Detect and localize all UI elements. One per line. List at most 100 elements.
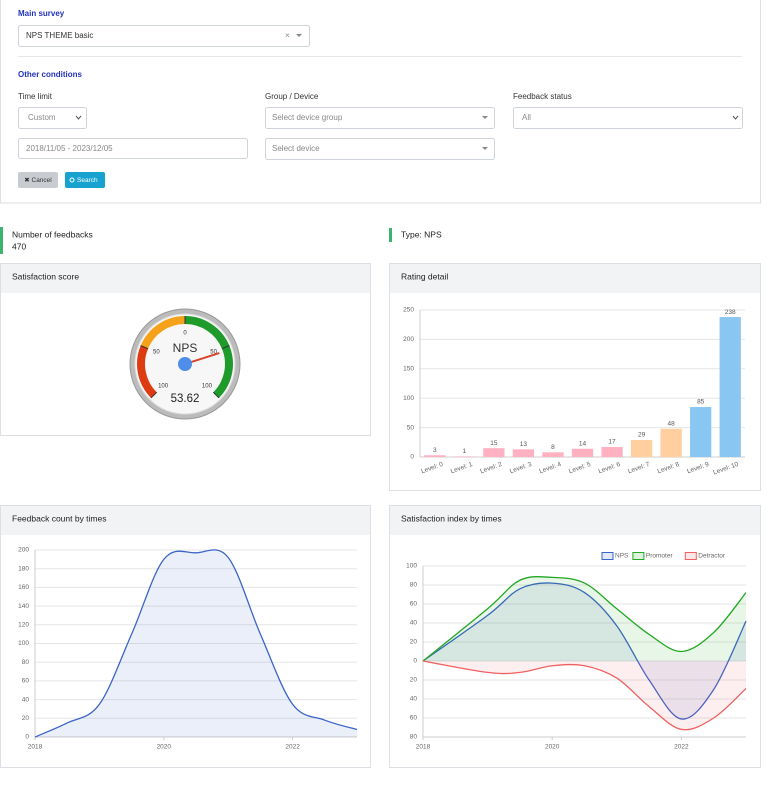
card-title: Feedback count by times — [12, 513, 107, 523]
gauge-tick-label: 100 — [202, 383, 213, 389]
survey-select[interactable] — [18, 25, 310, 47]
bar — [512, 449, 535, 457]
series-line — [34, 549, 358, 738]
bar-value-label: 13 — [520, 441, 528, 448]
card — [0, 505, 371, 768]
stat-accent — [0, 227, 3, 254]
y-tick-label: 80 — [410, 734, 418, 741]
bar — [719, 317, 741, 457]
gauge-tick-label: 50 — [210, 350, 217, 356]
bar — [424, 455, 446, 457]
legend-swatch — [684, 552, 697, 560]
card-header — [1, 264, 370, 293]
bar — [690, 407, 712, 457]
stat-label: Number of feedbacks — [12, 229, 93, 239]
device-select[interactable] — [265, 138, 495, 160]
time-limit-select[interactable] — [18, 107, 87, 129]
search-button[interactable] — [65, 172, 105, 188]
bar — [601, 447, 623, 457]
bar — [483, 448, 505, 457]
y-tick-label: 40 — [410, 620, 418, 627]
y-tick-label: 150 — [403, 366, 414, 373]
time-limit-label: Time limit — [18, 92, 53, 101]
y-tick-label: 0 — [413, 658, 417, 665]
bar — [571, 448, 594, 457]
y-tick-label: 180 — [18, 565, 29, 572]
bar-value-label: 238 — [725, 309, 736, 316]
y-tick-label: 20 — [410, 677, 418, 684]
survey-value: NPS THEME basic — [26, 31, 93, 40]
cancel-label: ✖ Cancel — [24, 177, 52, 184]
gauge-tick-label: 100 — [158, 383, 169, 389]
card-header — [390, 506, 760, 535]
feedback-status-select[interactable] — [513, 107, 743, 129]
y-tick-label: 200 — [18, 547, 29, 554]
date-range-input[interactable] — [18, 138, 248, 159]
bar-value-label: 29 — [638, 432, 646, 439]
legend-swatch — [601, 552, 614, 560]
y-tick-label: 20 — [22, 715, 30, 722]
y-tick-label: 160 — [18, 584, 29, 591]
y-tick-label: 60 — [410, 601, 418, 608]
bar-value-label: 14 — [579, 440, 587, 447]
stat-accent — [389, 228, 392, 242]
gauge-band — [140, 316, 186, 349]
legend-swatch — [632, 552, 645, 560]
series-area — [423, 661, 746, 730]
caret — [75, 115, 82, 120]
legend-label: NPS — [615, 553, 629, 560]
card-header — [390, 264, 760, 293]
gauge-label: NPS — [173, 341, 198, 355]
gauge-tick — [221, 345, 230, 350]
search-icon — [69, 177, 75, 183]
time-limit-value: Custom — [28, 113, 56, 122]
feedback-status-label: Feedback status — [513, 92, 572, 101]
gauge-tick — [150, 391, 158, 399]
bar — [453, 456, 475, 457]
y-tick-label: 120 — [18, 622, 29, 629]
bar — [630, 439, 653, 457]
y-tick-label: 0 — [25, 734, 29, 741]
y-tick-label: 100 — [18, 640, 29, 647]
y-tick-label: 0 — [410, 454, 414, 461]
other-conditions-label: Other conditions — [18, 70, 83, 79]
legend-label: Promoter — [646, 553, 674, 560]
device-group-placeholder: Select device group — [272, 113, 343, 122]
y-tick-label: 140 — [18, 603, 29, 610]
gauge-value: 53.62 — [171, 393, 200, 405]
bar — [660, 428, 682, 457]
bar — [542, 452, 564, 457]
series-area — [35, 549, 357, 737]
bar-value-label: 15 — [490, 440, 498, 447]
gauge-hub — [178, 357, 192, 371]
caret — [482, 116, 488, 119]
y-tick-label: 100 — [406, 563, 417, 570]
x-tick-label: 2022 — [674, 744, 689, 751]
cancel-button[interactable] — [18, 172, 58, 188]
x-tick-label: 2018 — [28, 744, 43, 751]
y-tick-label: 100 — [403, 395, 414, 402]
y-tick-label: 250 — [403, 307, 414, 314]
y-tick-label: 80 — [22, 659, 30, 666]
y-tick-label: 80 — [410, 582, 418, 589]
card-title: Rating detail — [401, 271, 448, 281]
bar-value-label: 1 — [463, 448, 467, 455]
type-label: Type: NPS — [401, 229, 442, 239]
y-tick-label: 50 — [407, 424, 415, 431]
clear-icon[interactable]: × — [285, 31, 290, 40]
y-tick-label: 60 — [22, 678, 30, 685]
x-tick-label: 2020 — [157, 744, 172, 751]
legend-label: Detractor — [698, 553, 726, 560]
search-label: Search — [77, 177, 98, 184]
bar-value-label: 48 — [668, 420, 676, 427]
gauge-tick — [140, 345, 149, 350]
device-group-select[interactable] — [265, 107, 495, 129]
bar-value-label: 17 — [608, 439, 616, 446]
x-tick-label: 2022 — [285, 744, 300, 751]
bar-value-label: 3 — [433, 447, 437, 454]
stat-value: 470 — [12, 241, 26, 251]
y-tick-label: 60 — [410, 715, 418, 722]
y-tick-label: 20 — [410, 639, 418, 646]
date-range: 2018/11/05 - 2023/12/05 — [26, 144, 113, 153]
device-placeholder: Select device — [272, 144, 320, 153]
